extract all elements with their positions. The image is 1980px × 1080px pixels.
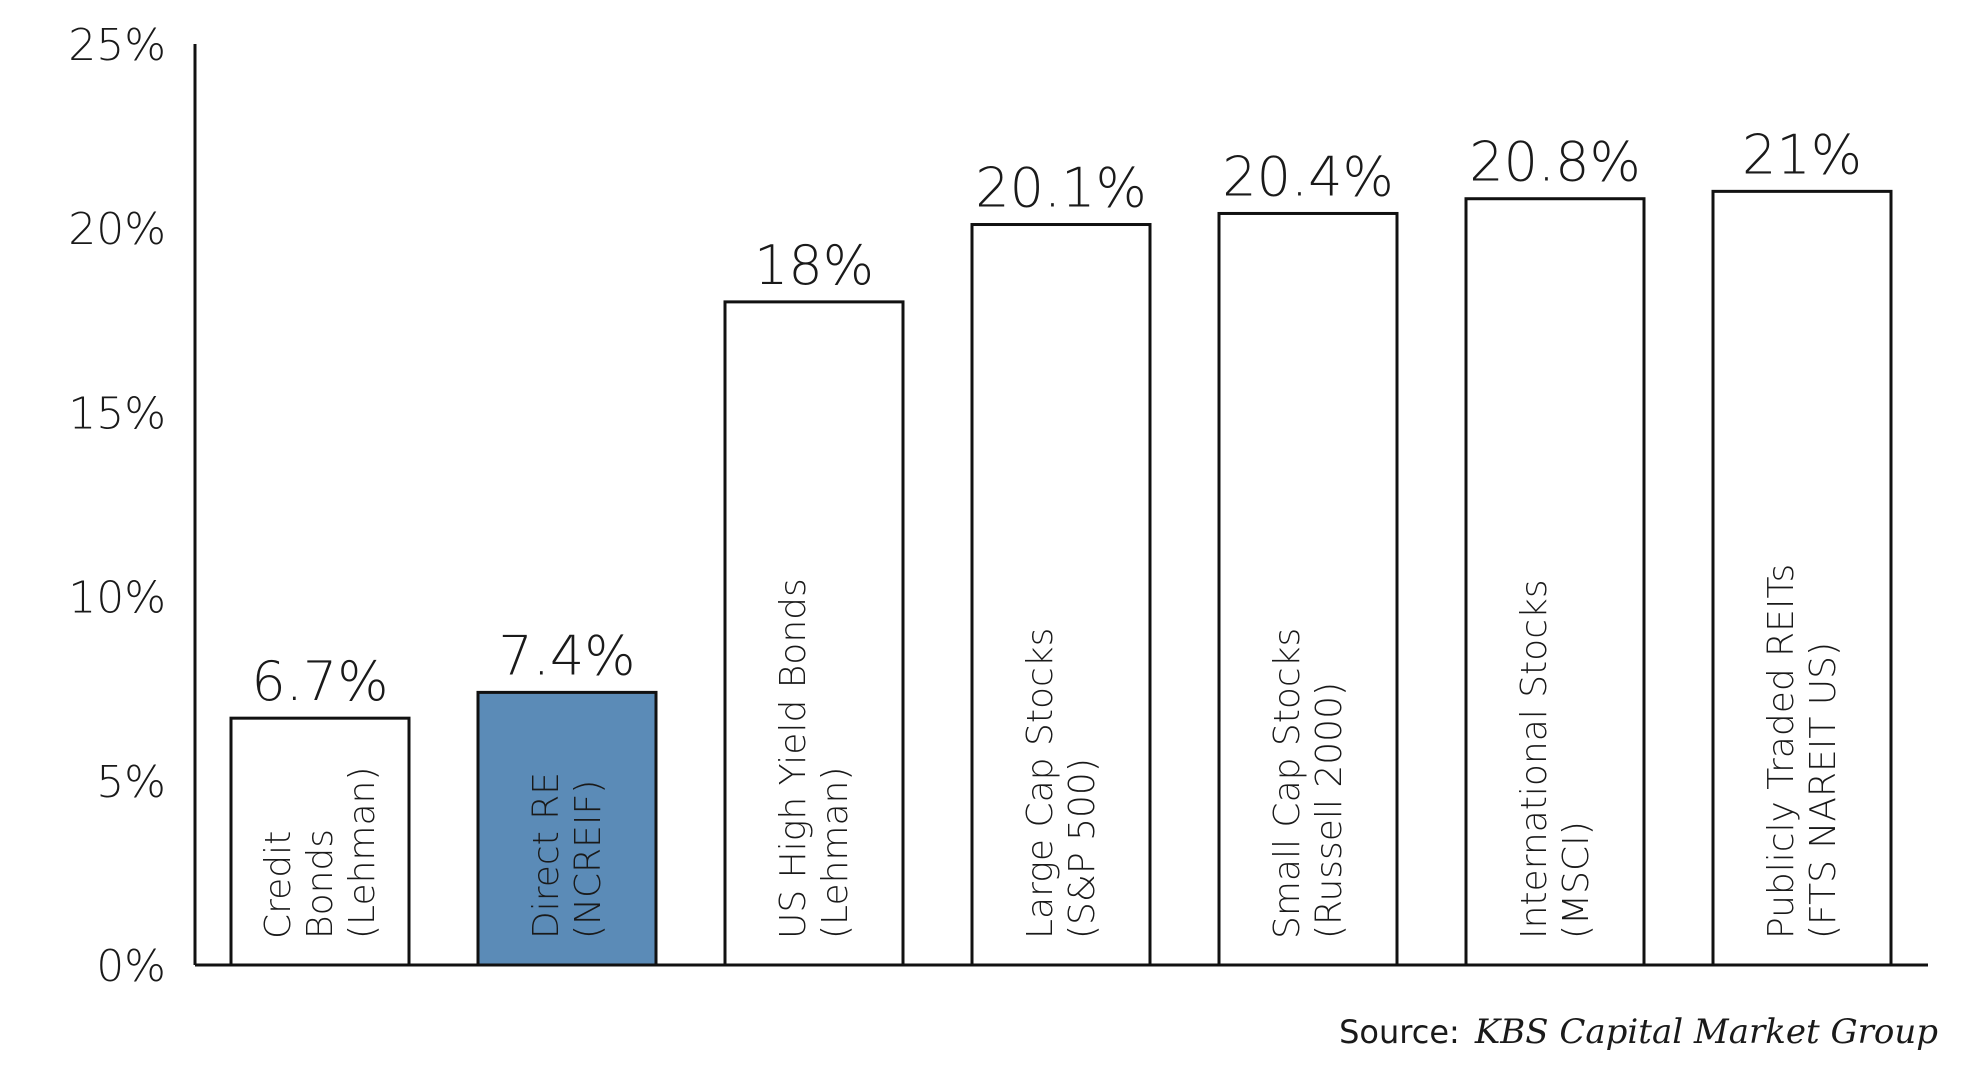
category-label: Small Cap Stocks	[1267, 628, 1308, 939]
source-prefix: Source:	[1339, 1013, 1460, 1051]
y-axis-ticks: 0% 5% 10% 15% 20% 25%	[68, 20, 166, 992]
category-label: (Lehman)	[342, 767, 383, 939]
bar	[1464, 197, 1646, 967]
source-name: KBS Capital Market Group	[1474, 1012, 1938, 1052]
category-label: (MSCI)	[1556, 821, 1597, 939]
bar	[723, 300, 905, 967]
bar-value-label: 20.4%	[1222, 145, 1394, 208]
bar	[1217, 211, 1399, 967]
y-tick-label: 10%	[68, 573, 166, 624]
bar	[476, 690, 658, 967]
y-tick-label: 25%	[68, 20, 166, 71]
category-label: (Lehman)	[815, 767, 856, 939]
bar	[1711, 189, 1893, 967]
y-tick-label: 0%	[96, 941, 166, 992]
category-label: (NCREIF)	[568, 780, 609, 939]
bars	[229, 189, 1893, 967]
category-label: Direct RE	[526, 772, 567, 939]
source-note: Source: KBS Capital Market Group	[1339, 1012, 1938, 1052]
bar-value-label: 18%	[754, 234, 874, 297]
category-label: Bonds	[300, 829, 341, 939]
bar-value-label: 7.4%	[498, 624, 635, 687]
bar-value-label: 20.8%	[1469, 131, 1641, 194]
category-label: Large Cap Stocks	[1020, 628, 1061, 939]
bar-value-label: 20.1%	[975, 157, 1147, 220]
y-tick-label: 5%	[96, 757, 166, 808]
category-label: US High Yield Bonds	[773, 578, 814, 939]
y-tick-label: 20%	[68, 204, 166, 255]
category-label: (Russell 2000)	[1309, 682, 1350, 939]
bar-value-label: 6.7%	[251, 650, 388, 713]
bar	[970, 223, 1152, 967]
y-tick-label: 15%	[68, 388, 166, 439]
bar	[229, 716, 411, 967]
category-label: Publicly Traded REITs	[1761, 564, 1802, 939]
category-label: (FTS NAREIT US)	[1803, 642, 1844, 939]
bar-value-label: 21%	[1742, 123, 1862, 186]
category-labels: Credit Bonds (Lehman) Direct RE (NCREIF) US H…	[258, 564, 1844, 939]
category-label: Credit	[258, 831, 299, 939]
value-labels: 6.7% 7.4% 18% 20.1% 20.4% 20.8% 21%	[251, 123, 1862, 713]
category-label: (S&P 500)	[1062, 758, 1103, 939]
category-label: International Stocks	[1514, 579, 1555, 939]
